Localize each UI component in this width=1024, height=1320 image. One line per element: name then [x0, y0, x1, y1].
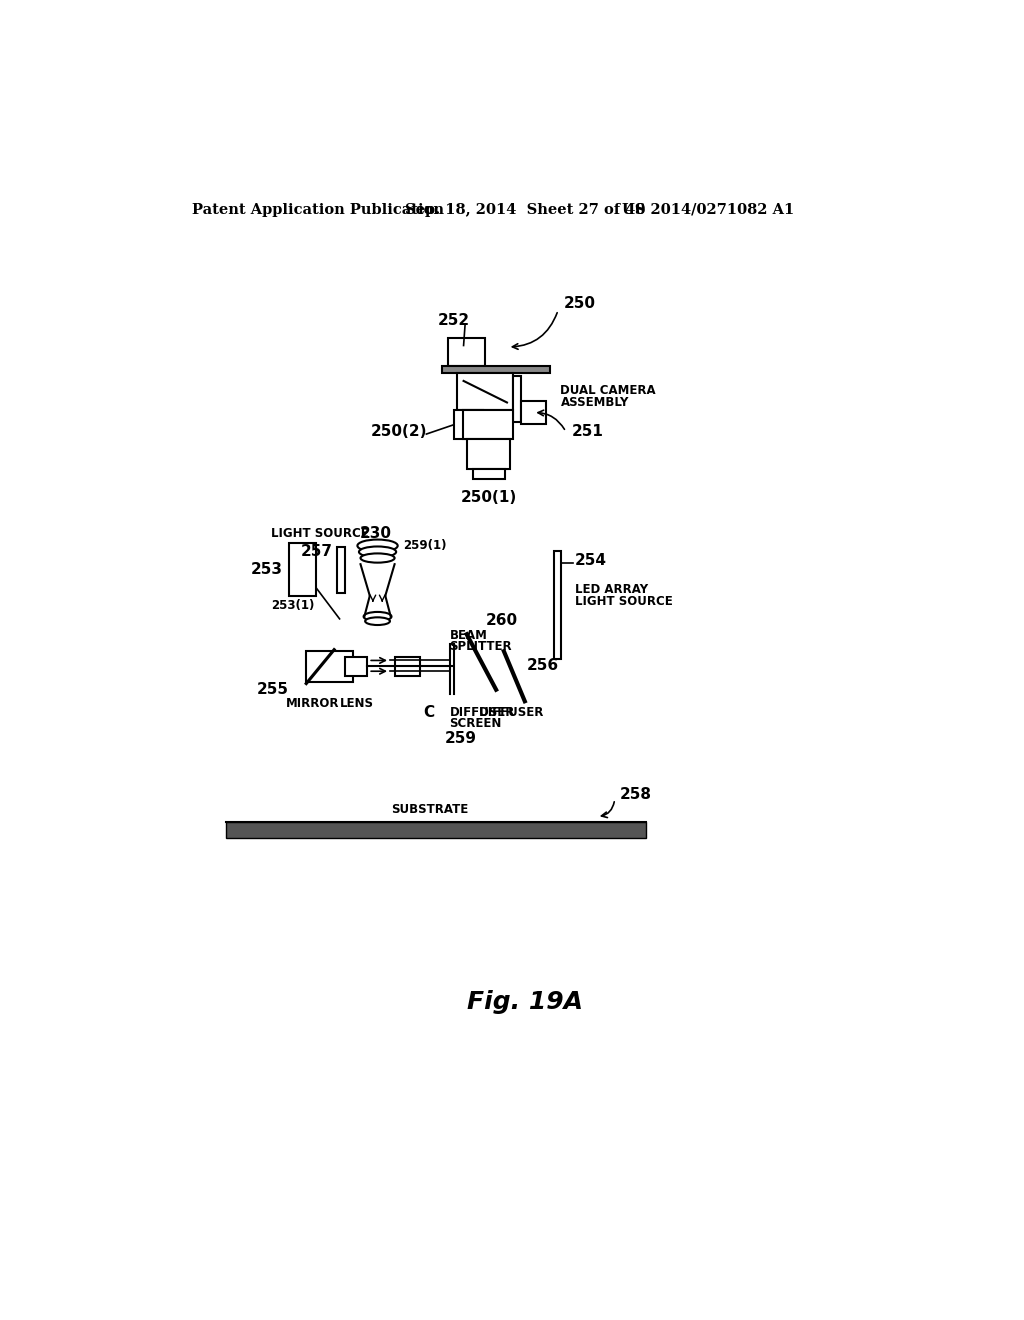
Text: 254: 254: [575, 553, 607, 568]
Ellipse shape: [359, 546, 396, 557]
Bar: [458, 374, 513, 411]
Text: MIRROR: MIRROR: [286, 697, 339, 710]
Text: 257: 257: [301, 544, 333, 558]
Text: 250(1): 250(1): [460, 490, 516, 504]
Text: BEAM: BEAM: [450, 630, 487, 643]
Text: DIFFUSER: DIFFUSER: [450, 706, 515, 719]
Bar: [513, 375, 521, 422]
Text: DIFFUSER: DIFFUSER: [479, 706, 545, 719]
Bar: [463, 411, 513, 440]
Bar: [473, 469, 506, 479]
Bar: [467, 440, 510, 469]
Text: 253(1): 253(1): [271, 598, 314, 611]
Bar: [454, 411, 483, 440]
Text: SCREEN: SCREEN: [450, 717, 502, 730]
Ellipse shape: [360, 553, 394, 562]
Text: DUAL CAMERA: DUAL CAMERA: [560, 384, 656, 397]
Text: LIGHT SOURCE: LIGHT SOURCE: [575, 594, 673, 607]
Text: LED ARRAY: LED ARRAY: [575, 583, 648, 597]
Text: C: C: [423, 705, 434, 721]
Text: 258: 258: [621, 787, 652, 803]
Ellipse shape: [357, 540, 397, 552]
Text: 256: 256: [527, 657, 559, 673]
Text: LENS: LENS: [340, 697, 374, 710]
Text: 255: 255: [257, 682, 289, 697]
Text: 230: 230: [360, 525, 392, 541]
Bar: [449, 338, 485, 366]
Text: US 2014/0271082 A1: US 2014/0271082 A1: [623, 203, 795, 216]
Bar: [345, 657, 367, 676]
Text: Sep. 18, 2014  Sheet 27 of 40: Sep. 18, 2014 Sheet 27 of 40: [406, 203, 646, 216]
Bar: [442, 367, 550, 374]
Text: SUBSTRATE: SUBSTRATE: [391, 803, 469, 816]
Bar: [554, 552, 561, 659]
Text: Patent Application Publication: Patent Application Publication: [193, 203, 444, 216]
Text: 251: 251: [571, 424, 603, 440]
Ellipse shape: [364, 612, 391, 622]
Bar: [226, 822, 646, 838]
Ellipse shape: [366, 618, 390, 626]
Text: ASSEMBLY: ASSEMBLY: [560, 396, 629, 409]
Bar: [521, 401, 546, 424]
Text: Fig. 19A: Fig. 19A: [467, 990, 583, 1014]
Text: 259: 259: [445, 731, 477, 746]
Bar: [337, 548, 345, 594]
Text: 250: 250: [563, 296, 596, 310]
Bar: [395, 656, 420, 676]
Bar: [289, 544, 316, 595]
Text: 260: 260: [486, 612, 518, 628]
Bar: [306, 651, 352, 682]
Text: 252: 252: [437, 313, 470, 327]
Text: 253: 253: [251, 562, 283, 577]
Text: 259(1): 259(1): [403, 539, 446, 552]
Text: 250(2): 250(2): [371, 424, 427, 440]
Text: SPLITTER: SPLITTER: [450, 640, 512, 653]
Text: LIGHT SOURCE: LIGHT SOURCE: [271, 527, 369, 540]
